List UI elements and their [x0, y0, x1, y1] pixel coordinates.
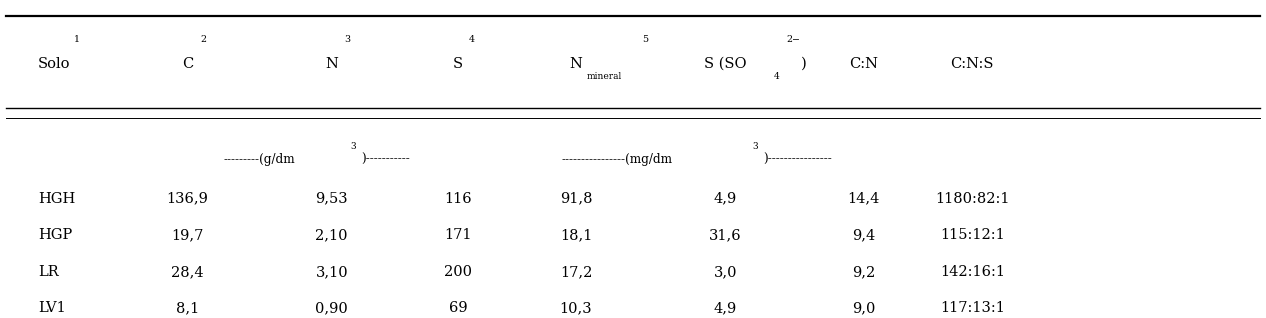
Text: LR: LR: [38, 265, 58, 279]
Text: HGH: HGH: [38, 192, 75, 206]
Text: 4: 4: [468, 35, 475, 44]
Text: 200: 200: [444, 265, 472, 279]
Text: ---------(g/dm: ---------(g/dm: [224, 153, 295, 165]
Text: 2−: 2−: [786, 35, 800, 44]
Text: 1: 1: [73, 35, 80, 44]
Text: 0,90: 0,90: [315, 301, 348, 315]
Text: 9,53: 9,53: [315, 192, 348, 206]
Text: ): ): [801, 57, 808, 71]
Text: 17,2: 17,2: [560, 265, 592, 279]
Text: 117:13:1: 117:13:1: [939, 301, 1005, 315]
Text: 4,9: 4,9: [714, 301, 737, 315]
Text: 3: 3: [752, 142, 758, 151]
Text: 9,2: 9,2: [852, 265, 875, 279]
Text: 31,6: 31,6: [709, 228, 742, 242]
Text: 142:16:1: 142:16:1: [939, 265, 1005, 279]
Text: 69: 69: [449, 301, 467, 315]
Text: 115:12:1: 115:12:1: [939, 228, 1005, 242]
Text: 3,0: 3,0: [714, 265, 737, 279]
Text: LV1: LV1: [38, 301, 66, 315]
Text: 4: 4: [774, 72, 780, 81]
Text: 10,3: 10,3: [560, 301, 592, 315]
Text: C:N: C:N: [849, 57, 877, 71]
Text: 19,7: 19,7: [171, 228, 204, 242]
Text: 3,10: 3,10: [315, 265, 348, 279]
Text: 91,8: 91,8: [560, 192, 592, 206]
Text: 2: 2: [200, 35, 206, 44]
Text: S (SO: S (SO: [704, 57, 747, 71]
Text: 136,9: 136,9: [166, 192, 209, 206]
Text: 14,4: 14,4: [847, 192, 880, 206]
Text: 171: 171: [444, 228, 472, 242]
Text: C: C: [182, 57, 192, 71]
Text: 116: 116: [444, 192, 472, 206]
Text: )-----------: )-----------: [361, 153, 410, 165]
Text: 3: 3: [351, 142, 356, 151]
Text: 28,4: 28,4: [171, 265, 204, 279]
Text: 3: 3: [344, 35, 351, 44]
Text: 9,0: 9,0: [852, 301, 875, 315]
Text: mineral: mineral: [586, 72, 622, 81]
Text: N: N: [325, 57, 338, 71]
Text: 5: 5: [642, 35, 648, 44]
Text: 1180:82:1: 1180:82:1: [936, 192, 1009, 206]
Text: )----------------: )----------------: [762, 153, 832, 165]
Text: 8,1: 8,1: [176, 301, 199, 315]
Text: S: S: [453, 57, 463, 71]
Text: 9,4: 9,4: [852, 228, 875, 242]
Text: 18,1: 18,1: [560, 228, 592, 242]
Text: Solo: Solo: [38, 57, 71, 71]
Text: C:N:S: C:N:S: [951, 57, 994, 71]
Text: 2,10: 2,10: [315, 228, 348, 242]
Text: 4,9: 4,9: [714, 192, 737, 206]
Text: ----------------(mg/dm: ----------------(mg/dm: [562, 153, 672, 165]
Text: HGP: HGP: [38, 228, 72, 242]
Text: N: N: [570, 57, 582, 71]
